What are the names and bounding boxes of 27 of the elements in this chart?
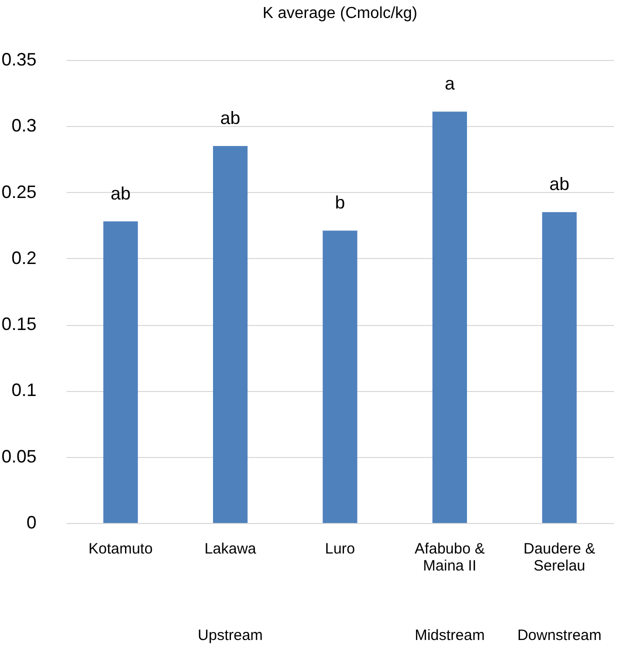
- y-tick-label: 0.3: [11, 116, 36, 136]
- bar: [103, 221, 138, 523]
- y-tick-label: 0.35: [1, 50, 36, 70]
- bar: [322, 230, 358, 523]
- bar: [213, 146, 248, 523]
- x-tick-label: Afabubo & Maina II: [414, 540, 485, 574]
- y-tick-label: 0.1: [11, 380, 36, 400]
- y-tick-label: 0.15: [1, 314, 36, 334]
- text: Midstream: [414, 627, 485, 644]
- y-tick-label: 0.05: [1, 446, 36, 466]
- y-tick-label: 0.2: [11, 248, 36, 268]
- annotation: b: [334, 192, 346, 213]
- y-tick-label: 0.25: [1, 182, 36, 202]
- annotation: ab: [220, 108, 240, 128]
- x-tick-label: Lakawa: [204, 540, 257, 558]
- y-tick-label: 0: [26, 512, 36, 532]
- x-tick-label: Luro: [324, 540, 356, 558]
- chart-title: K average (Cmolc/kg): [262, 5, 418, 22]
- bar: [432, 112, 467, 523]
- bar: [542, 212, 577, 523]
- annotation: ab: [110, 183, 131, 204]
- text: Upstream: [198, 627, 263, 644]
- x-tick-label: Kotamuto: [88, 540, 153, 558]
- text: Downstream: [517, 627, 602, 644]
- x-tick-label: Daudere & Serelau: [524, 540, 596, 574]
- annotation: ab: [549, 174, 570, 194]
- annotation: a: [444, 74, 456, 94]
